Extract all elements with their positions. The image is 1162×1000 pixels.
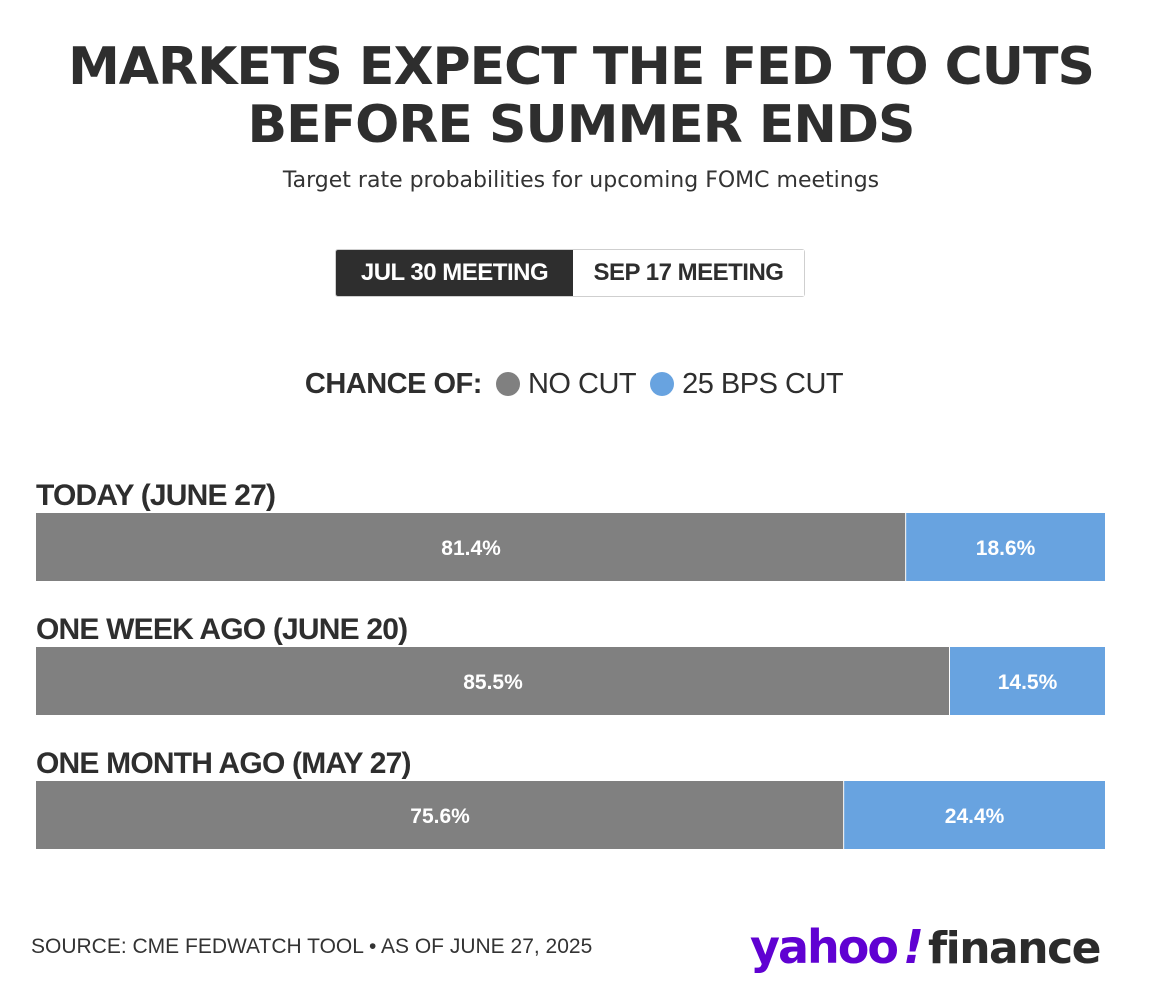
legend-dot-no-cut — [495, 372, 520, 396]
category-label: ONE MONTH AGO (MAY 27) — [36, 747, 411, 780]
bar-segment — [36, 781, 844, 849]
meeting-tabs: JUL 30 MEETING SEP 17 MEETING — [335, 249, 805, 297]
bar-segment — [36, 513, 906, 581]
legend-label-25bps-cut: 25 BPS CUT — [682, 367, 844, 400]
bar-segment — [949, 647, 1105, 715]
logo-bang: ! — [903, 920, 924, 974]
bar-segment — [844, 781, 1105, 849]
data-label: 18.6% — [976, 537, 1036, 560]
stacked-bar-chart: TODAY (JUNE 27) 81.4% 18.6% ONE WEEK AGO (J… — [36, 479, 1105, 849]
logo-finance: finance — [928, 923, 1100, 974]
category-label: ONE WEEK AGO (JUNE 20) — [36, 613, 407, 646]
data-label: 75.6% — [410, 805, 470, 828]
data-label: 14.5% — [998, 671, 1058, 694]
source-note: SOURCE: CME FEDWATCH TOOL • AS OF JUNE 2… — [31, 935, 593, 958]
chart-subtitle: Target rate probabilities for upcoming F… — [282, 168, 880, 193]
bar-segment — [906, 513, 1105, 581]
bar-segment — [36, 647, 949, 715]
data-label: 24.4% — [945, 805, 1005, 828]
logo-yahoo: yahoo — [750, 920, 897, 974]
data-label: 85.5% — [463, 671, 523, 694]
category-label: TODAY (JUNE 27) — [36, 479, 275, 512]
legend-title: CHANCE OF: — [304, 367, 483, 400]
tab-jul-30-meeting[interactable]: JUL 30 MEETING — [336, 250, 573, 296]
legend-item-no-cut: NO CUT — [495, 367, 637, 401]
legend-item-25bps-cut: 25 BPS CUT — [650, 367, 844, 401]
yahoo-finance-logo: yahoo ! finance — [750, 920, 1102, 974]
chart-title: MARKETS EXPECT THE FED TO CUTS BEFORE SU… — [0, 38, 1162, 154]
legend: CHANCE OF: NO CUT 25 BPS CUT — [0, 364, 1162, 404]
data-label: 81.4% — [441, 537, 501, 560]
title-line-2: BEFORE SUMMER ENDS — [247, 95, 915, 155]
legend-label-no-cut: NO CUT — [527, 367, 637, 400]
tab-sep-17-meeting[interactable]: SEP 17 MEETING — [573, 250, 804, 296]
title-line-1: MARKETS EXPECT THE FED TO CUTS — [68, 37, 1095, 97]
legend-dot-25bps-cut — [650, 372, 675, 396]
